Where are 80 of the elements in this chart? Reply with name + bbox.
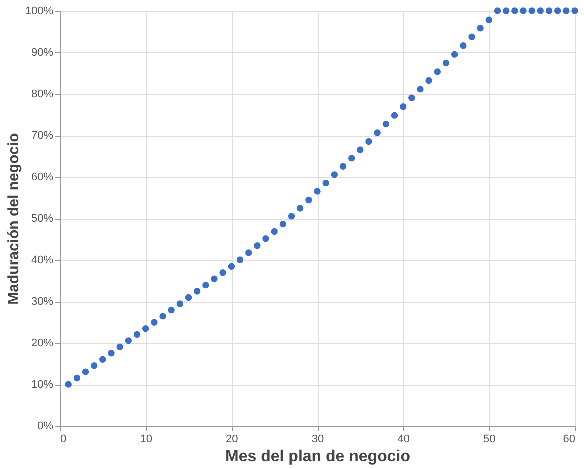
x-axis-title: Mes del plan de negocio [226,448,411,466]
point [451,51,458,58]
y-tick-label: 40% [31,254,54,266]
y-tick-label: 90% [31,47,54,59]
y-tick-label: 70% [31,130,54,142]
point [374,130,381,136]
point [442,60,450,67]
point [477,25,484,32]
point [185,294,192,302]
point [417,86,424,93]
point [100,356,106,363]
y-tick-label: 20% [31,338,54,350]
point [280,220,287,228]
y-axis-title: Maduración del negocio [5,133,22,305]
y-tick-label: 0% [38,420,54,432]
x-tick-label: 50 [484,434,496,446]
x-tick-label: 10 [140,434,152,446]
point [65,381,72,388]
point [572,8,578,14]
x-tick-label: 60 [563,434,576,446]
point [520,8,527,14]
point [245,250,252,256]
point [82,368,90,376]
point [202,282,210,289]
point [546,8,553,14]
point [160,313,166,320]
point [391,112,398,119]
point [271,228,278,236]
point [322,180,330,187]
point [194,288,201,295]
point [142,326,150,332]
point [502,8,510,14]
point [537,8,544,14]
y-tick-label: 50% [31,213,54,225]
y-tick-label: 100% [25,6,54,18]
point [486,16,493,24]
point [236,256,244,264]
point [468,34,476,40]
point [262,235,270,242]
point [220,270,226,276]
y-tick-label: 80% [31,88,54,100]
point [340,163,347,170]
point [151,319,158,326]
point [357,146,364,154]
point [74,374,81,382]
point [348,154,356,162]
point [108,350,115,357]
x-tick-label: 20 [226,434,238,446]
x-tick-label: 30 [312,434,324,446]
point [116,344,124,350]
point [512,8,518,14]
point [382,120,390,128]
point [168,306,175,314]
point [125,338,132,344]
point [176,300,184,308]
point [563,8,570,14]
point [528,8,536,14]
point [366,138,372,146]
point [254,242,261,250]
point [228,263,236,270]
point [434,68,442,76]
point [400,104,407,110]
point [460,42,467,50]
point [90,362,98,370]
point [314,188,321,195]
y-tick-label: 10% [31,379,54,391]
point [296,205,304,212]
y-tick-label: 60% [31,172,54,184]
x-tick-label: 40 [398,434,410,446]
y-tick-label: 30% [31,296,54,308]
point [306,196,312,204]
point [494,8,502,14]
point [408,94,416,102]
x-tick-label: 0 [60,434,67,446]
point [288,213,296,220]
point [554,8,562,14]
point [331,172,338,178]
point [134,331,141,338]
point [211,276,218,282]
point [426,77,432,84]
